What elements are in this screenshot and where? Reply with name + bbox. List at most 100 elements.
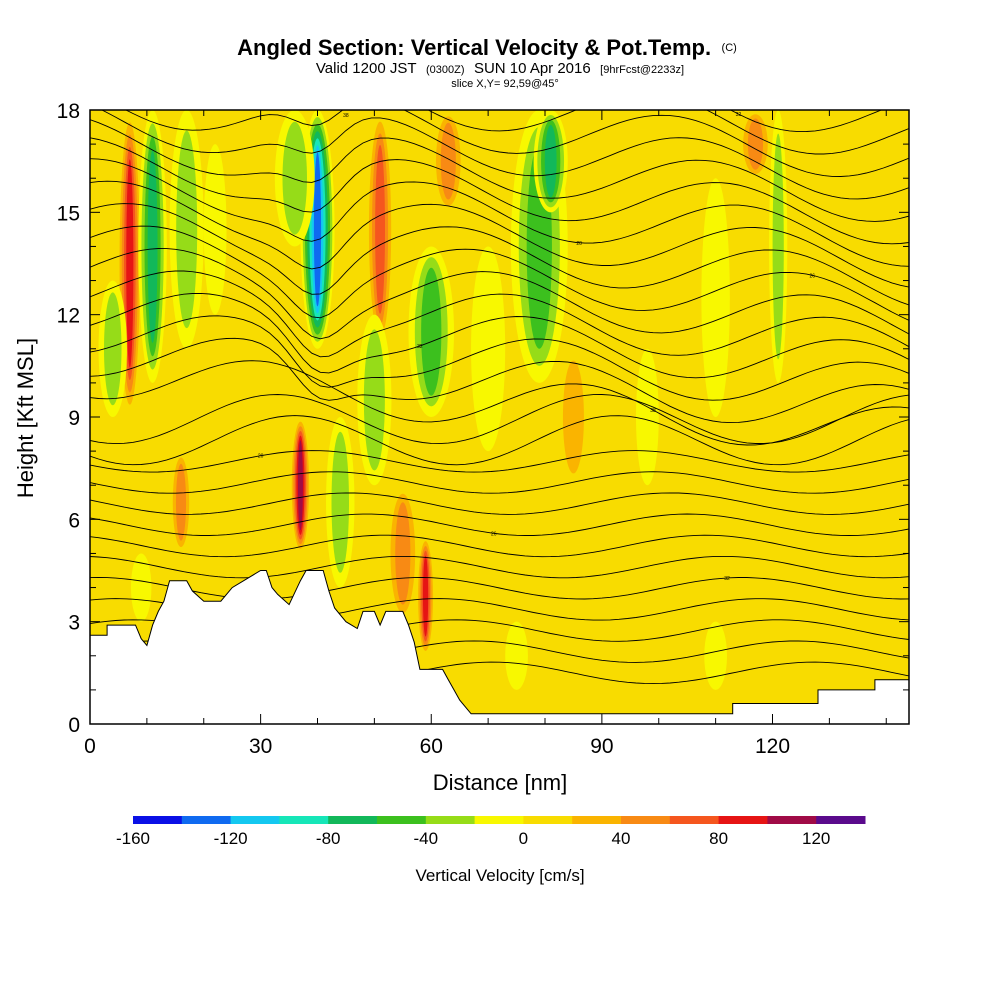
velocity-core-12-level-2 xyxy=(395,502,411,605)
potential-temperature-contours: 38322620383226203832 xyxy=(90,110,909,685)
isentrope-line xyxy=(101,110,909,200)
velocity-core-26-level-0 xyxy=(704,621,727,690)
isentrope-line xyxy=(90,180,909,288)
colorbar-tick-label: 40 xyxy=(612,829,631,848)
velocity-core-19-level-1 xyxy=(562,360,584,474)
colorbar-tick-label: 0 xyxy=(519,829,528,848)
isentrope-line xyxy=(90,225,909,321)
colorbar-swatch xyxy=(425,816,476,824)
velocity-core-6-level-5 xyxy=(297,440,303,531)
isentrope-line xyxy=(90,415,909,466)
y-tick-label: 18 xyxy=(57,100,80,123)
velocity-core-20-level-0 xyxy=(636,348,659,486)
velocity-core-8-level-1 xyxy=(282,121,307,235)
isentrope-line xyxy=(90,292,909,379)
isentrope-line xyxy=(90,119,909,222)
y-axis-label: Height [Kft MSL] xyxy=(13,338,38,498)
isentrope-label: 32 xyxy=(417,344,423,350)
x-tick-label: 90 xyxy=(590,735,613,758)
isentrope-line xyxy=(90,248,909,340)
velocity-core-24-level-0 xyxy=(130,553,152,622)
isentrope-label: 38 xyxy=(343,113,349,119)
isentrope-label: 32 xyxy=(724,576,730,582)
x-tick-label: 120 xyxy=(755,735,790,758)
isentrope-line xyxy=(427,110,909,155)
isentrope-label: 26 xyxy=(810,273,816,279)
isentrope-label: 20 xyxy=(258,454,264,460)
isentrope-line xyxy=(90,137,909,245)
colorbar-swatch xyxy=(621,816,671,824)
x-tick-label: 0 xyxy=(84,735,96,758)
colorbar-tick-label: -80 xyxy=(316,829,341,848)
isentrope-line xyxy=(90,360,909,446)
x-axis-label: Distance [nm] xyxy=(433,770,568,795)
isentrope-label: 38 xyxy=(650,408,656,414)
isentrope-line xyxy=(90,555,909,579)
chart-title: Angled Section: Vertical Velocity & Pot.… xyxy=(237,35,737,60)
velocity-core-1-level-3 xyxy=(147,150,158,343)
y-tick-label: 9 xyxy=(68,407,80,430)
y-axis: 0 3 6 9 12 15 18 xyxy=(57,100,909,737)
isentrope-line xyxy=(90,315,909,401)
colorbar: -160 -120 -80 -40 0 40 80 120 xyxy=(116,816,866,848)
colorbar-swatch xyxy=(767,816,817,824)
colorbar-swatch xyxy=(523,816,573,824)
velocity-core-7-level-6 xyxy=(313,152,322,307)
velocity-core-5-level-0 xyxy=(203,144,227,315)
colorbar-tick-label: -160 xyxy=(116,829,150,848)
chart-title-text: Angled Section: Vertical Velocity & Pot.… xyxy=(237,35,711,60)
colorbar-swatch xyxy=(669,816,720,824)
y-tick-label: 3 xyxy=(68,612,80,635)
colorbar-swatch xyxy=(377,816,427,824)
y-tick-label: 0 xyxy=(68,714,80,737)
velocity-core-23-level-1 xyxy=(772,133,784,360)
isentrope-line xyxy=(729,110,883,133)
isentrope-line xyxy=(90,492,909,515)
chart-title-unit: (C) xyxy=(722,42,737,54)
colorbar-swatch xyxy=(181,816,232,824)
velocity-core-3-level-2 xyxy=(175,463,187,541)
subtitle-utc-time: (0300Z) xyxy=(426,64,465,76)
colorbar-tick-label: -40 xyxy=(414,829,439,848)
colorbar-swatch xyxy=(328,816,378,824)
colorbar-swatch xyxy=(816,816,866,824)
isentrope-line xyxy=(90,203,909,306)
y-tick-label: 6 xyxy=(68,509,80,532)
velocity-core-11-level-1 xyxy=(363,329,385,471)
colorbar-tick-label: 120 xyxy=(802,829,830,848)
velocity-core-21-level-0 xyxy=(701,178,730,417)
x-tick-label: 60 xyxy=(420,735,443,758)
velocity-core-25-level-0 xyxy=(505,621,528,690)
velocity-core-9-level-1 xyxy=(331,431,349,573)
y-tick-label: 15 xyxy=(57,202,80,225)
colorbar-swatch xyxy=(474,816,524,824)
colorbar-swatch xyxy=(279,816,329,824)
isentrope-line xyxy=(90,337,909,424)
isentrope-line xyxy=(124,110,909,177)
velocity-core-13-level-4 xyxy=(422,555,429,637)
velocity-core-10-level-3 xyxy=(375,145,386,314)
x-axis: 0 30 60 90 120 xyxy=(84,110,887,758)
colorbar-label: Vertical Velocity [cm/s] xyxy=(415,866,584,885)
isentrope-label: 20 xyxy=(576,241,582,247)
slice-label: slice X,Y= 92,59@45° xyxy=(451,78,559,90)
terrain-mask xyxy=(90,570,909,724)
isentrope-line xyxy=(90,450,909,473)
chart-title-group: Angled Section: Vertical Velocity & Pot.… xyxy=(237,35,737,90)
subtitle-date: SUN 10 Apr 2016 xyxy=(474,60,591,77)
velocity-core-18-level-3 xyxy=(544,125,557,198)
velocity-core-2-level-1 xyxy=(104,292,122,406)
colorbar-swatch xyxy=(230,816,280,824)
isentrope-label: 32 xyxy=(736,112,742,118)
isentrope-line xyxy=(90,534,909,558)
colorbar-swatch xyxy=(572,816,622,824)
velocity-core-4-level-1 xyxy=(176,130,198,329)
colorbar-swatch xyxy=(133,816,183,824)
colorbar-tick-label: -120 xyxy=(214,829,248,848)
isentrope-line xyxy=(90,513,909,536)
subtitle-forecast-info: [9hrFcst@2233z] xyxy=(600,64,684,76)
isentrope-label: 26 xyxy=(491,531,497,537)
chart-subtitle: Valid 1200 JST (0300Z) SUN 10 Apr 2016 [… xyxy=(316,60,684,77)
subtitle-valid-time: Valid 1200 JST xyxy=(316,60,417,77)
